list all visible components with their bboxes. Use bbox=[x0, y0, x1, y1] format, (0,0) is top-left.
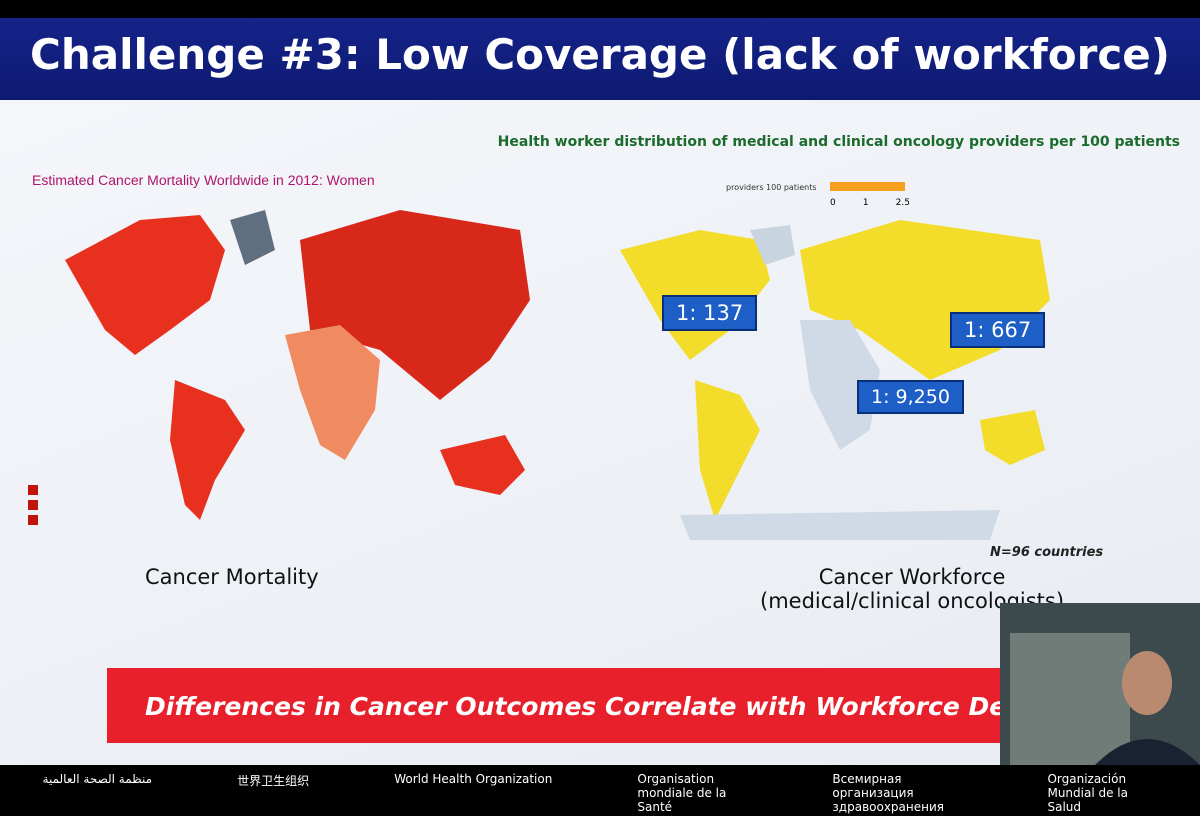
legend-title: providers 100 patients bbox=[726, 183, 817, 192]
mortality-map bbox=[28, 210, 530, 525]
title: Challenge #3: Low Coverage (lack of work… bbox=[30, 30, 1170, 79]
subtitle: Health worker distribution of medical an… bbox=[497, 134, 1180, 150]
note: N=96 countries bbox=[990, 545, 1104, 560]
footer-logos: منظمة الصحة العالمية 世界卫生组织 World Health O… bbox=[0, 772, 1200, 814]
logo-text: World Health Organization bbox=[394, 772, 553, 786]
maps bbox=[28, 182, 1050, 743]
logo-text: Всемирная организация здравоохранения bbox=[832, 772, 944, 814]
caption-line: Cancer Workforce bbox=[818, 565, 1006, 589]
title-bar bbox=[0, 18, 1200, 100]
logo-text: منظمة الصحة العالمية bbox=[42, 772, 153, 786]
workforce-map bbox=[620, 182, 1050, 540]
logo-text: Organización Mundial de la Salud bbox=[1047, 772, 1128, 814]
ratio-label: 1: 667 bbox=[950, 312, 1046, 348]
ratio-label: 1: 9,250 bbox=[857, 380, 964, 414]
legend-tick: 1 bbox=[862, 198, 869, 208]
legend-ticks: 0 1 2.5 bbox=[830, 198, 910, 208]
map-title: Estimated Cancer Mortality Worldwide in … bbox=[32, 172, 375, 188]
legend-tick: 2.5 bbox=[895, 198, 910, 208]
legend-tick: 0 bbox=[830, 198, 836, 208]
caption: Cancer Mortality bbox=[145, 565, 319, 589]
banner: Differences in Cancer Outcomes Correlate… bbox=[145, 692, 1076, 721]
logo-text: 世界卫生组织 bbox=[237, 774, 310, 788]
video-overlay bbox=[1000, 603, 1200, 765]
banner-bg bbox=[107, 668, 1007, 743]
logo-text: Organisation mondiale de la Santé bbox=[637, 772, 727, 814]
ratio-label: 1: 137 bbox=[662, 295, 758, 331]
